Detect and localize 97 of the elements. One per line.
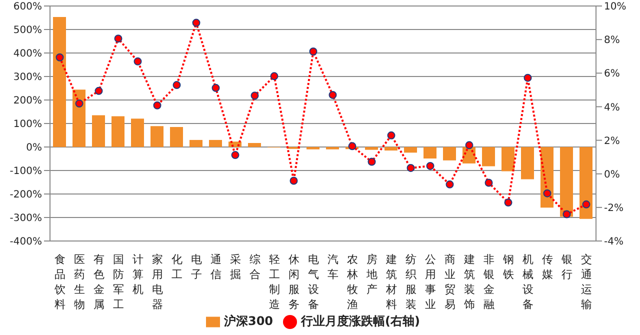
- point: [348, 142, 356, 150]
- point: [426, 162, 434, 170]
- x-tick-label: 非银金融: [482, 253, 494, 311]
- y-tick-label: -400%: [10, 236, 42, 248]
- point: [192, 18, 200, 27]
- x-tick-label: 钢铁: [502, 253, 514, 281]
- y-tick-label: 500%: [13, 25, 42, 36]
- point: [134, 57, 142, 66]
- bar: [560, 147, 573, 217]
- x-tick-label: 机械设备: [522, 253, 534, 311]
- point: [94, 86, 103, 95]
- point: [465, 141, 474, 150]
- x-tick-label: 建筑装饰: [462, 253, 475, 311]
- point: [270, 72, 278, 80]
- x-tick-label: 休闲服务: [288, 253, 300, 311]
- y-tick-label: -300%: [10, 213, 42, 224]
- point: [328, 90, 337, 99]
- bar: [92, 115, 105, 147]
- y2-tick-label: 10%: [604, 2, 626, 13]
- point: [231, 151, 240, 160]
- x-tick-label: 电气设备: [308, 253, 319, 311]
- point: [504, 198, 512, 207]
- point: [582, 200, 590, 208]
- x-tick-label: 汽车: [327, 253, 338, 281]
- y2-tick-label: 0%: [604, 169, 620, 180]
- y2-tick-label: 8%: [604, 35, 620, 46]
- point: [75, 100, 84, 108]
- x-tick-label: 纺织服装: [405, 253, 416, 311]
- point: [114, 34, 122, 43]
- x-tick-label: 商业贸易: [444, 253, 456, 311]
- bar: [521, 147, 534, 180]
- point: [172, 81, 181, 90]
- point: [290, 176, 298, 185]
- bar: [404, 147, 417, 153]
- bar: [384, 147, 398, 151]
- point: [484, 178, 493, 187]
- y-tick-label: -100%: [10, 166, 42, 178]
- x-tick-label: 采掘: [230, 253, 241, 281]
- y2-tick-label: 4%: [604, 102, 620, 114]
- y-tick-label: 300%: [13, 72, 42, 84]
- y-tick-label: 100%: [13, 119, 42, 130]
- x-tick-label: 房地产: [365, 253, 378, 296]
- bar: [209, 140, 222, 147]
- point: [524, 74, 532, 82]
- bar: [190, 140, 202, 147]
- x-tick-label: 医药生物: [74, 253, 85, 311]
- bar: [443, 147, 456, 160]
- x-tick-label: 建筑材料: [384, 253, 397, 311]
- point: [153, 101, 162, 110]
- y2-tick-label: -4%: [604, 236, 624, 248]
- y2-tick-label: 2%: [604, 136, 620, 147]
- point: [406, 164, 415, 172]
- x-tick-label: 公用事业: [424, 253, 436, 311]
- bar: [72, 90, 86, 147]
- point: [446, 180, 454, 188]
- point: [212, 84, 220, 92]
- point: [562, 210, 571, 218]
- legend-label: 行业月度涨跌幅(右轴): [301, 314, 420, 328]
- point: [543, 189, 552, 198]
- bar: [112, 116, 124, 147]
- x-tick-label: 国防军工: [112, 253, 124, 311]
- bar: [502, 147, 514, 172]
- bar: [365, 147, 378, 150]
- bar: [131, 118, 144, 147]
- x-tick-label: 农林牧渔: [346, 253, 358, 311]
- x-tick-label: 通信: [210, 253, 222, 281]
- x-tick-label: 化工: [171, 253, 182, 281]
- bar: [248, 143, 261, 147]
- bar: [170, 127, 183, 147]
- y2-tick-label: 6%: [604, 68, 620, 80]
- x-tick-label: 银行: [560, 253, 572, 281]
- y-tick-label: 600%: [13, 2, 42, 13]
- point: [56, 53, 64, 62]
- x-tick-label: 传媒: [542, 253, 553, 281]
- x-tick-label: 食品饮料: [53, 253, 66, 311]
- bar: [482, 147, 495, 166]
- point: [250, 92, 259, 100]
- point: [309, 47, 318, 56]
- bar: [150, 126, 164, 147]
- y-tick-label: 0%: [26, 142, 42, 154]
- x-tick-label: 计算机: [132, 253, 144, 296]
- bar: [53, 17, 66, 147]
- x-tick-label: 家用电器: [152, 253, 163, 311]
- point: [368, 158, 376, 166]
- x-tick-label: 轻工制造: [268, 253, 280, 311]
- x-tick-label: 电子: [190, 253, 202, 281]
- bar: [580, 147, 592, 219]
- y-tick-label: -200%: [10, 190, 42, 201]
- point: [387, 131, 396, 140]
- y-tick-label: 200%: [13, 96, 42, 107]
- x-tick-label: 交通运输: [580, 253, 592, 311]
- y2-tick-label: -2%: [604, 202, 624, 214]
- x-tick-label: 有色金属: [93, 253, 104, 311]
- bar: [424, 147, 436, 159]
- legend-label: 沪深300: [224, 314, 274, 328]
- x-tick-label: 综合: [249, 253, 260, 281]
- y-tick-label: 400%: [13, 48, 42, 60]
